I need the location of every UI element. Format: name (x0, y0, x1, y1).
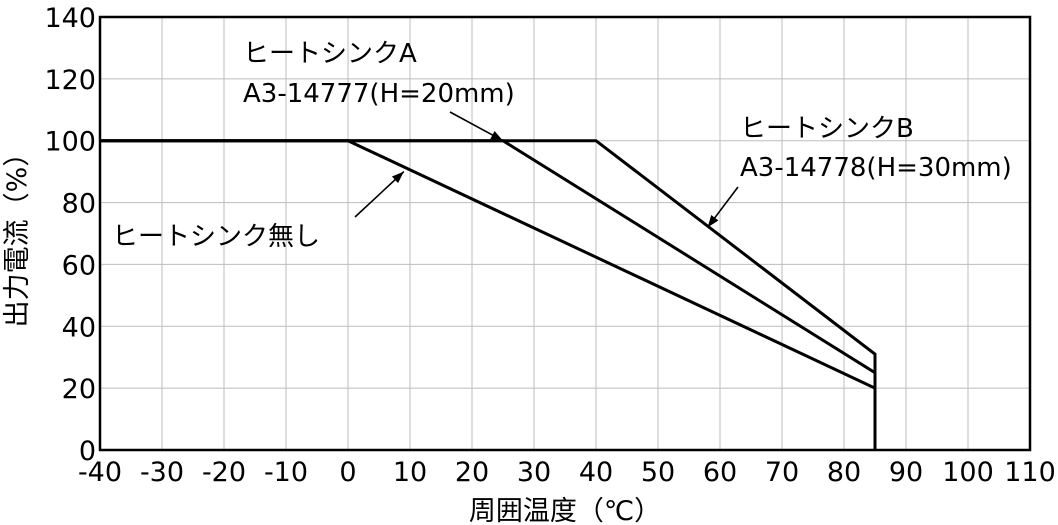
series-line (100, 139, 877, 450)
annotation-arrowhead (490, 131, 503, 141)
x-tick-label: -40 (78, 457, 122, 488)
y-tick-label: 0 (79, 436, 96, 467)
y-tick-label: 40 (62, 312, 96, 343)
y-axis-title: 出力電流（%） (2, 140, 33, 328)
y-tick-label: 100 (44, 127, 96, 158)
y-tick-label: 140 (44, 3, 96, 34)
x-tick-label: -30 (140, 457, 184, 488)
x-tick-label: 110 (1004, 457, 1056, 488)
x-tick-label: 60 (703, 457, 737, 488)
annotations: ヒートシンクA A3-14777(H=20mm) ヒートシンクB A3-14778(H… (112, 39, 1012, 252)
x-tick-labels: -40 -30 -20 -10 0 10 20 30 40 50 60 70 80 90 100 110 (78, 457, 1056, 488)
annotation-arrowhead (391, 171, 404, 184)
x-tick-label: 50 (641, 457, 675, 488)
y-tick-label: 80 (62, 189, 96, 220)
x-tick-label: 0 (339, 457, 356, 488)
x-tick-label: 80 (827, 457, 861, 488)
y-tick-label: 60 (62, 250, 96, 281)
x-tick-label: -10 (264, 457, 308, 488)
x-tick-label: -20 (202, 457, 246, 488)
x-tick-label: 90 (889, 457, 923, 488)
annotation-arrowhead (707, 215, 719, 228)
x-tick-label: 100 (942, 457, 994, 488)
x-tick-label: 70 (765, 457, 799, 488)
annotation-label: ヒートシンク無し (112, 222, 320, 252)
y-tick-labels: 0 20 40 60 80 100 120 140 (44, 3, 96, 467)
plot-frame (98, 15, 1032, 452)
y-tick-label: 120 (44, 65, 96, 96)
series-lines (100, 139, 877, 450)
series-line (100, 139, 877, 450)
annotation-label: ヒートシンクB (740, 114, 914, 144)
x-tick-label: 30 (517, 457, 551, 488)
annotation-label: A3-14778(H=30mm) (740, 153, 1012, 183)
annotation-label: ヒートシンクA (243, 39, 417, 69)
x-axis-title: 周囲温度（℃） (469, 496, 661, 525)
y-tick-label: 20 (62, 374, 96, 405)
x-tick-label: 20 (455, 457, 489, 488)
x-tick-label: 10 (393, 457, 427, 488)
x-tick-label: 40 (579, 457, 613, 488)
series-line (100, 139, 877, 450)
annotation-label: A3-14777(H=20mm) (243, 79, 515, 109)
